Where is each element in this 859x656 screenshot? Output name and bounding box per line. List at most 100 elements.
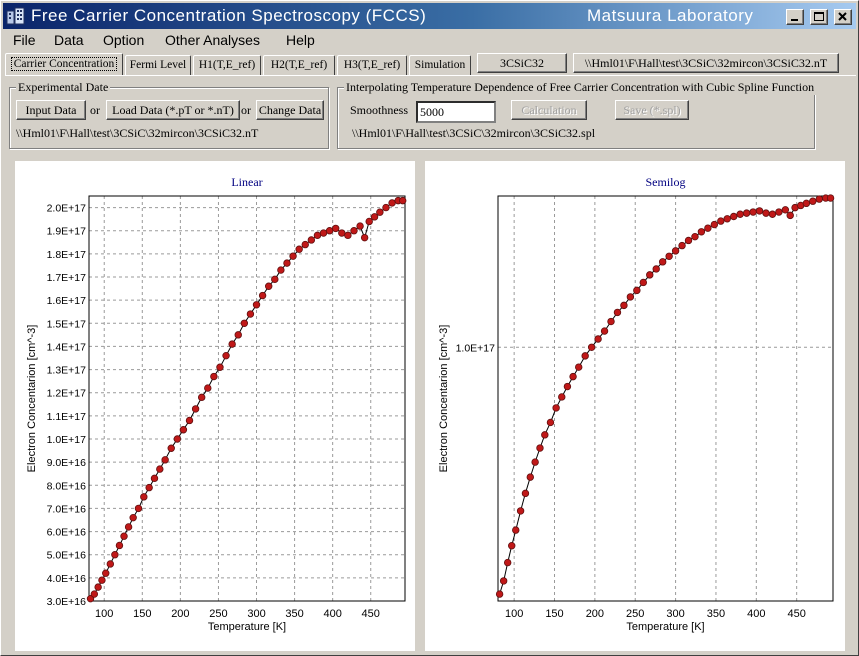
linear-x-tick-label: 250	[209, 608, 227, 620]
semilog-x-tick-label: 400	[747, 608, 765, 620]
tab-h2[interactable]: H2(T,E_ref)	[263, 55, 335, 75]
title-bar[interactable]: Free Carrier Concentration Spectroscopy …	[3, 3, 856, 29]
linear-data-point	[98, 576, 106, 584]
change-data-button[interactable]: Change Data	[256, 100, 324, 120]
semilog-data-point	[607, 317, 615, 326]
semilog-data-point	[749, 208, 757, 216]
linear-plot: Linear 100 150 200 250 300 350 400 450 3.0E+16 4.0…	[26, 175, 407, 633]
menu-data[interactable]: Data	[54, 32, 84, 48]
linear-y-tick-label: 1.6E+17	[47, 295, 87, 307]
linear-y-tick-label: 1.8E+17	[47, 249, 87, 261]
load-data-button[interactable]: Load Data (*.pT or *.nT)	[106, 100, 240, 120]
linear-x-tick-label: 150	[133, 608, 151, 620]
linear-data-point	[399, 196, 407, 205]
linear-data-point	[289, 252, 297, 260]
calculation-button[interactable]: Calculation	[511, 100, 587, 120]
close-icon	[838, 12, 847, 21]
semilog-data-point	[671, 247, 680, 255]
close-button[interactable]	[834, 9, 852, 25]
app-building-icon	[6, 7, 25, 25]
semilog-data-point	[646, 271, 654, 279]
semilog-data-point	[697, 228, 706, 236]
linear-y-tick-label: 1.3E+17	[47, 365, 87, 377]
semilog-data-point	[775, 208, 783, 216]
linear-data-point	[265, 282, 273, 290]
tab-fermi-level[interactable]: Fermi Level	[125, 55, 191, 75]
tab-simulation[interactable]: Simulation	[409, 55, 471, 75]
linear-data-point	[307, 236, 316, 244]
linear-data-point	[111, 551, 119, 559]
input-data-button[interactable]: Input Data	[16, 100, 86, 120]
smoothness-input[interactable]: 5000	[416, 101, 496, 123]
linear-data-point	[197, 393, 206, 402]
tab-h1[interactable]: H1(T,E_ref)	[193, 55, 261, 75]
linear-data-point	[277, 266, 285, 274]
linear-data-point	[325, 227, 334, 235]
interpolation-path: \\Hml01\F\Hall\test\3CSiC\32mircon\3CSiC…	[352, 126, 596, 140]
linear-y-tick-label: 1.9E+17	[47, 226, 87, 238]
menu-option[interactable]: Option	[103, 32, 145, 48]
linear-data-point	[313, 231, 322, 240]
linear-data-point	[167, 444, 175, 452]
semilog-data-point	[541, 431, 549, 439]
semilog-data-point	[581, 352, 589, 360]
semilog-data-point	[826, 194, 835, 202]
minimize-icon	[791, 19, 798, 21]
linear-data-point	[173, 435, 182, 443]
semilog-data-point	[531, 458, 539, 466]
semilog-y-tick-label: 1.0E+17	[456, 342, 496, 354]
semilog-data-point	[710, 220, 719, 229]
linear-x-tick-label: 100	[95, 608, 113, 620]
semilog-data-point	[639, 278, 648, 287]
semilog-data-point	[600, 327, 609, 335]
semilog-data-point	[587, 343, 596, 351]
semilog-data-point	[526, 473, 534, 481]
linear-data-point	[94, 583, 102, 591]
menu-other-analyses[interactable]: Other Analyses	[165, 32, 260, 48]
linear-data-point	[344, 231, 352, 240]
semilog-data-point	[575, 363, 583, 371]
linear-data-point	[360, 233, 369, 242]
semilog-data-point	[613, 308, 622, 317]
linear-data-point	[252, 301, 261, 309]
linear-data-point	[376, 208, 384, 216]
linear-data-point	[350, 227, 358, 235]
minimize-button[interactable]	[786, 9, 804, 25]
linear-x-tick-label: 350	[285, 608, 303, 620]
linear-data-point	[210, 372, 218, 381]
semilog-data-point	[755, 207, 764, 215]
linear-data-point	[319, 229, 328, 237]
or-label-2: or	[241, 103, 251, 117]
tab-h3[interactable]: H3(T,E_ref)	[337, 55, 407, 75]
linear-y-tick-label: 3.0E+16	[47, 596, 87, 608]
linear-data-point	[222, 351, 230, 360]
semilog-x-tick-label: 250	[626, 608, 644, 620]
menu-help[interactable]: Help	[286, 32, 315, 48]
linear-y-tick-label: 1.0E+17	[47, 434, 87, 446]
linear-y-tick-label: 8.0E+16	[47, 480, 87, 492]
semilog-data-point	[786, 211, 794, 220]
semilog-data-point	[768, 210, 777, 218]
linear-data-point	[332, 224, 340, 233]
semilog-data-point	[723, 215, 731, 223]
semilog-data-point	[563, 382, 572, 391]
semilog-data-point	[516, 507, 525, 515]
file-path-field: \\Hml01\F\Hall\test\3CSiC\32mircon\3CSiC…	[573, 53, 839, 73]
window-title: Free Carrier Concentration Spectroscopy …	[31, 6, 427, 25]
save-spl-button[interactable]: Save (*.spl)	[615, 100, 689, 120]
semilog-plot-panel: Semilog 100 150 200 250 300 350 400 450 1.0E+17 Te…	[425, 161, 845, 651]
menu-file[interactable]: File	[13, 32, 36, 48]
semilog-data-point	[495, 590, 504, 598]
tab-carrier-concentration[interactable]: Carrier Concentration	[5, 53, 123, 75]
semilog-y-axis-label: Electron Concentarion [cm^-3]	[438, 325, 450, 473]
semilog-data-point	[717, 217, 725, 225]
linear-data-point	[185, 416, 194, 425]
semilog-data-point	[521, 489, 530, 498]
semilog-data-point	[691, 232, 699, 241]
semilog-x-tick-label: 450	[787, 608, 805, 620]
maximize-button[interactable]	[810, 9, 828, 25]
linear-data-point	[388, 199, 396, 207]
linear-data-point	[102, 569, 110, 577]
linear-series-line	[90, 200, 403, 600]
linear-data-point	[365, 217, 373, 226]
